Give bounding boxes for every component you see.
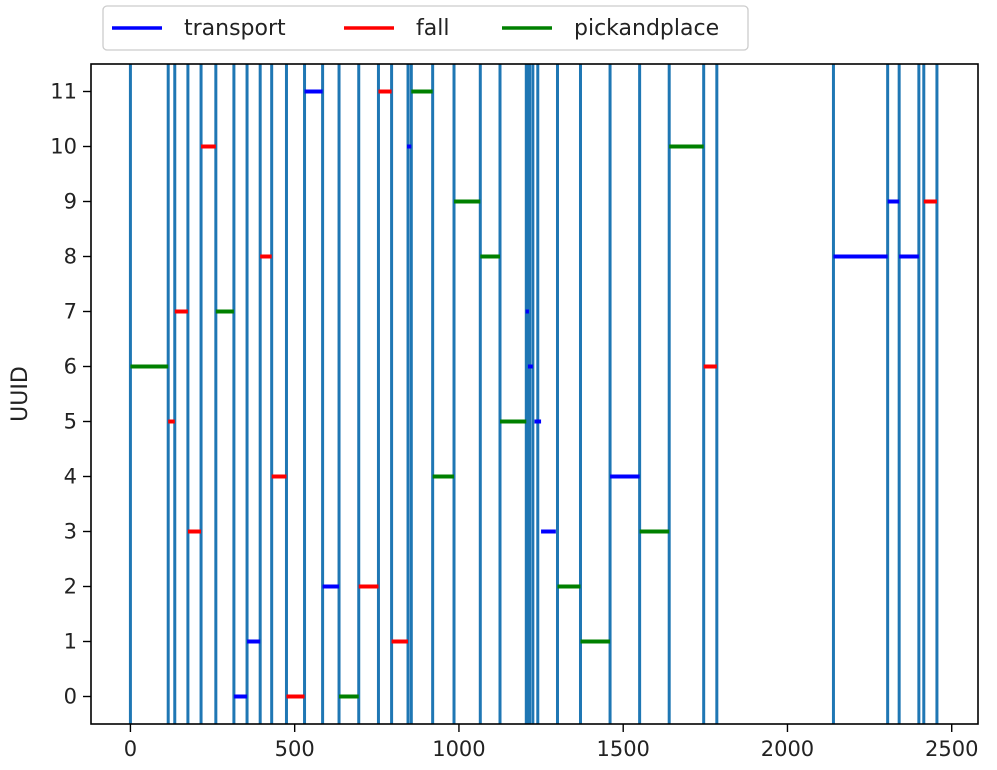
y-tick-label: 3 [64, 520, 77, 544]
y-axis-label: UUID [8, 366, 33, 422]
y-tick-label: 5 [64, 410, 77, 434]
y-tick-label: 10 [50, 135, 77, 159]
y-tick-label: 1 [64, 630, 77, 654]
y-tick-label: 0 [64, 685, 77, 709]
y-tick-label: 6 [64, 355, 77, 379]
event-boundaries [128, 64, 939, 724]
y-tick-label: 9 [64, 190, 77, 214]
y-axis: 0 1 2 3 4 5 6 7 8 9 10 11 [50, 80, 91, 709]
x-tick-label: 1000 [432, 737, 485, 761]
activity-segments [130, 89, 937, 699]
x-tick-label: 0 [124, 737, 137, 761]
y-tick-label: 8 [64, 245, 77, 269]
y-tick-label: 11 [50, 80, 77, 104]
x-tick-label: 2500 [925, 737, 978, 761]
x-tick-label: 500 [275, 737, 315, 761]
legend-label-pickandplace: pickandplace [574, 16, 719, 41]
y-tick-label: 4 [64, 465, 77, 489]
y-tick-label: 7 [64, 300, 77, 324]
legend-box [102, 5, 749, 51]
legend-label-fall: fall [416, 16, 449, 41]
legend-label-transport: transport [184, 16, 286, 41]
legend: transport fall pickandplace [102, 5, 749, 51]
plot-frame [90, 63, 979, 725]
x-tick-label: 2000 [761, 737, 814, 761]
x-axis: 0 500 1000 1500 2000 2500 [124, 724, 978, 761]
y-tick-label: 2 [64, 575, 77, 599]
x-tick-label: 1500 [596, 737, 649, 761]
